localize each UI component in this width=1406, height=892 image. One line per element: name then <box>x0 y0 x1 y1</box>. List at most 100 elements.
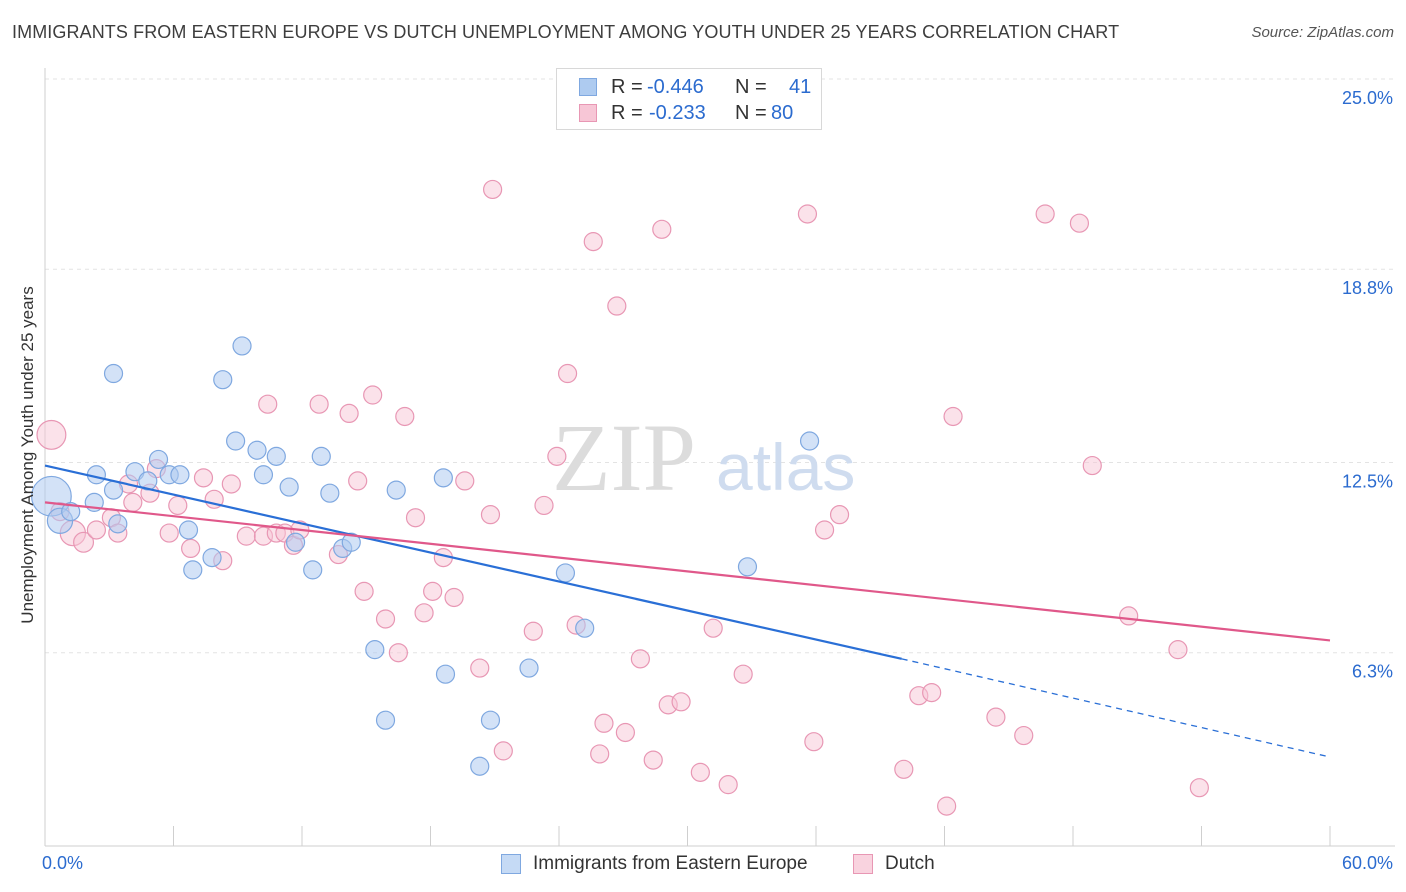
data-point <box>348 471 368 491</box>
trend-line <box>44 501 1331 642</box>
data-point <box>108 514 128 534</box>
data-point <box>804 732 824 752</box>
data-point <box>480 505 501 525</box>
data-point <box>643 750 663 770</box>
chart-title: IMMIGRANTS FROM EASTERN EUROPE VS DUTCH … <box>12 22 1120 42</box>
data-point <box>103 363 124 384</box>
data-point <box>829 505 850 525</box>
legend-r-label: R = <box>611 76 643 98</box>
legend-swatch-blue <box>501 854 521 874</box>
data-point <box>470 756 490 776</box>
data-point <box>557 363 578 384</box>
data-point <box>213 370 233 390</box>
data-point <box>583 232 603 252</box>
data-point <box>193 468 214 488</box>
trend-lines <box>44 464 1331 758</box>
legend-n-label: N = <box>735 76 767 98</box>
data-point <box>523 621 543 641</box>
data-point <box>365 640 385 660</box>
data-point <box>285 532 306 552</box>
legend-swatch-pink <box>579 104 597 122</box>
tick-labels: 6.3% 12.5% 18.8% 25.0% 0.0% 60.0% <box>42 88 1393 873</box>
data-point <box>138 471 158 491</box>
data-point <box>423 581 443 601</box>
data-point <box>799 431 820 451</box>
data-point <box>547 446 567 466</box>
data-point <box>590 744 610 764</box>
data-point <box>247 440 267 460</box>
data-point <box>159 523 179 543</box>
legend-r-value: -0.446 <box>647 76 704 98</box>
legend-n-value: 80 <box>771 102 794 124</box>
data-point <box>303 560 323 580</box>
data-point <box>103 480 124 500</box>
data-point <box>519 658 539 678</box>
data-point <box>183 560 203 580</box>
data-point <box>253 465 274 485</box>
data-point <box>737 557 758 577</box>
data-point <box>493 741 513 761</box>
data-point <box>375 710 396 730</box>
data-point <box>733 664 753 684</box>
data-point <box>470 658 490 678</box>
data-point <box>703 618 723 638</box>
watermark: ZIP atlas <box>552 404 855 511</box>
data-point <box>341 532 361 552</box>
data-point <box>168 495 188 516</box>
data-point <box>630 649 650 669</box>
data-point <box>575 618 595 638</box>
axes <box>44 68 1395 847</box>
data-point <box>480 710 501 730</box>
data-point <box>414 603 434 623</box>
legend-r-value: -0.233 <box>649 102 706 124</box>
data-point <box>375 609 396 629</box>
data-point <box>483 179 503 200</box>
legend-swatch-blue <box>579 78 597 96</box>
x-tick-label: 0.0% <box>42 853 83 873</box>
data-point <box>266 446 286 466</box>
data-point <box>363 385 383 405</box>
data-point <box>671 692 691 712</box>
data-point <box>814 520 835 540</box>
data-point <box>170 465 190 485</box>
y-tick-label: 12.5% <box>1342 472 1393 492</box>
data-point <box>922 682 942 703</box>
data-point <box>226 431 246 451</box>
data-point <box>86 520 107 540</box>
data-point <box>232 336 252 356</box>
x-tick-label: 60.0% <box>1342 853 1393 873</box>
data-point <box>1035 204 1055 224</box>
y-tick-label: 18.8% <box>1342 278 1393 298</box>
data-point <box>943 406 963 427</box>
data-point <box>690 762 710 782</box>
data-point <box>1082 455 1102 476</box>
data-point <box>534 495 554 516</box>
data-point <box>221 474 241 494</box>
correlation-legend: R = -0.446 N = 41 R = -0.233 N = 80 <box>556 68 822 130</box>
watermark-zip: ZIP <box>552 404 696 511</box>
data-point <box>309 394 329 414</box>
data-point <box>1069 213 1090 233</box>
trend-line-extrapolated <box>901 658 1331 758</box>
data-points <box>31 179 1209 816</box>
data-point <box>1168 640 1188 660</box>
data-point <box>61 501 81 522</box>
data-point <box>388 643 408 663</box>
legend-r-label: R = <box>611 102 643 124</box>
data-point <box>444 587 464 608</box>
data-point <box>433 468 453 488</box>
data-point <box>354 581 374 601</box>
source-label: Source: ZipAtlas.com <box>1251 24 1394 41</box>
data-point <box>339 403 359 424</box>
data-point <box>797 204 818 224</box>
data-point <box>652 219 672 239</box>
data-point <box>1119 606 1139 626</box>
data-point <box>311 446 331 466</box>
data-point <box>607 296 627 316</box>
data-point <box>894 759 914 779</box>
legend-n-value: 41 <box>789 76 812 98</box>
data-point <box>405 508 426 528</box>
data-point <box>718 775 738 795</box>
gridlines <box>45 78 1395 654</box>
legend-swatch-pink <box>853 854 873 874</box>
